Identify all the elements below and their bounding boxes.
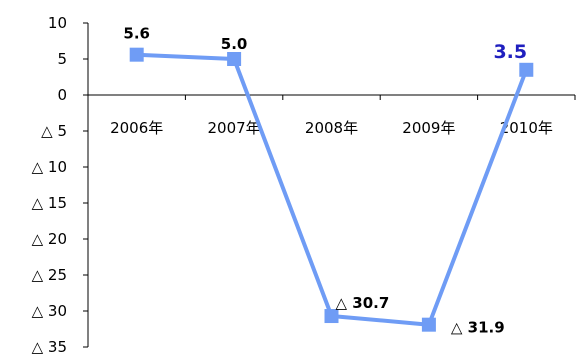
x-tick-label: 2007年 xyxy=(208,119,261,137)
data-label: △ 31.9 xyxy=(451,319,505,337)
y-tick-label: △ 35 xyxy=(32,338,67,354)
y-axis-ticks: 10 5 0 △ 5 △ 10 △ 15 △ 20 △ 25 △ 30 △ 35 xyxy=(32,14,88,354)
data-point-marker xyxy=(519,62,534,77)
x-tick-label: 2010年 xyxy=(500,119,553,137)
series-plot xyxy=(129,47,534,332)
y-tick-label: 10 xyxy=(48,14,67,32)
data-point-marker xyxy=(129,47,144,62)
y-tick-label: △ 15 xyxy=(32,194,67,212)
x-tick-label: 2006年 xyxy=(110,119,163,137)
y-tick-label: △ 5 xyxy=(41,122,67,140)
y-tick-label: 5 xyxy=(57,50,67,68)
x-tick-label: 2008年 xyxy=(305,119,358,137)
chart-axes xyxy=(87,23,575,347)
data-point-marker xyxy=(324,309,339,324)
data-point-marker xyxy=(227,52,242,66)
x-tick-label: 2009年 xyxy=(402,119,455,137)
data-point-marker xyxy=(421,317,436,332)
x-axis-ticks: 2006年 2007年 2008年 2009年 2010年 xyxy=(87,95,576,137)
y-tick-label: △ 30 xyxy=(32,302,67,320)
y-tick-label: 0 xyxy=(57,86,67,104)
y-tick-label: △ 25 xyxy=(32,266,67,284)
data-label: 3.5 xyxy=(493,41,527,63)
data-label: 5.6 xyxy=(123,25,150,43)
data-label: 5.0 xyxy=(221,35,248,53)
y-tick-label: △ 10 xyxy=(32,158,67,176)
data-label: △ 30.7 xyxy=(336,294,390,312)
y-tick-label: △ 20 xyxy=(32,230,67,248)
data-labels: 5.6 5.0 △ 30.7 △ 31.9 3.5 xyxy=(123,25,527,337)
